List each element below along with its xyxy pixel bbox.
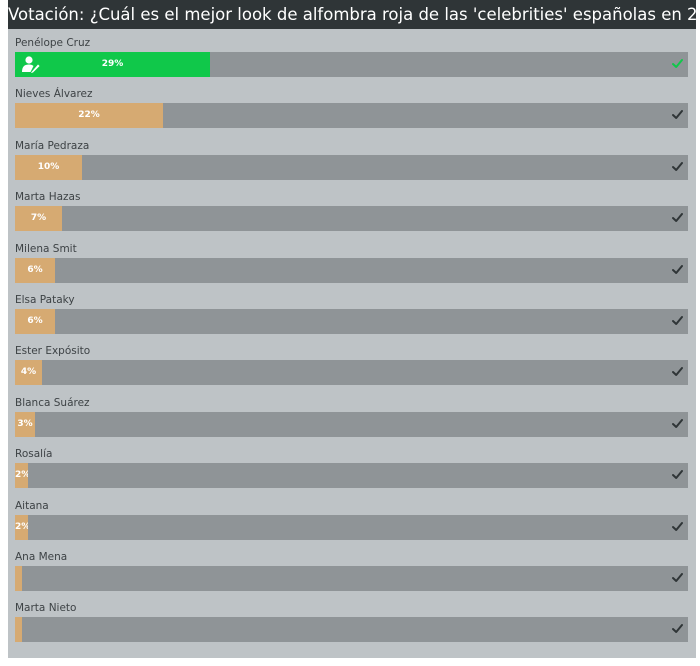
- vote-percentage: 10%: [37, 161, 60, 172]
- vote-bar-fill: 6%: [15, 309, 55, 334]
- vote-bar-track: 29%: [15, 52, 688, 77]
- option-label: Rosalía: [15, 448, 53, 461]
- user-voted-icon: [22, 56, 40, 73]
- vote-bar-fill: 2%: [15, 463, 28, 489]
- check-icon[interactable]: [672, 366, 683, 377]
- poll-option[interactable]: Rosalía 2%: [15, 444, 688, 489]
- poll-option[interactable]: Blanca Suárez 3%: [15, 393, 688, 437]
- check-icon[interactable]: [672, 418, 683, 429]
- vote-percentage: 2%: [15, 470, 28, 481]
- vote-bar-fill: 4%: [15, 360, 42, 386]
- poll-title: Votación: ¿Cuál es el mejor look de alfo…: [8, 0, 696, 29]
- vote-bar-fill: 10%: [15, 154, 82, 180]
- vote-percentage: 6%: [27, 316, 43, 326]
- vote-bar-track: 22%: [15, 103, 688, 129]
- vote-bar-fill: [15, 617, 22, 643]
- poll-option[interactable]: Elsa Pataky 6%: [15, 290, 688, 334]
- vote-bar-track: [15, 566, 688, 591]
- option-label: Nieves Álvarez: [15, 88, 93, 101]
- option-label: Ana Mena: [15, 551, 68, 563]
- option-label: Milena Smit: [15, 242, 77, 255]
- vote-percentage: 7%: [30, 213, 47, 224]
- vote-bar-track: 2%: [15, 514, 688, 540]
- check-icon[interactable]: [672, 109, 683, 120]
- vote-bar-fill: 2%: [15, 514, 28, 540]
- check-icon[interactable]: [672, 572, 683, 583]
- poll-option[interactable]: María Pedraza 10%: [15, 136, 688, 180]
- option-label: Ester Expósito: [15, 345, 91, 358]
- vote-bar-track: 2%: [15, 463, 688, 489]
- poll-option[interactable]: Nieves Álvarez 22%: [15, 84, 688, 129]
- vote-bar-fill: 6%: [15, 257, 55, 283]
- vote-bar-track: [15, 617, 688, 643]
- option-label: Blanca Suárez: [15, 396, 90, 409]
- poll-option[interactable]: Ana Mena: [15, 547, 688, 591]
- vote-percentage: 6%: [27, 264, 43, 275]
- poll-widget: Votación: ¿Cuál es el mejor look de alfo…: [8, 0, 696, 658]
- option-label: Elsa Pataky: [15, 294, 75, 306]
- vote-bar-track: 3%: [15, 411, 688, 437]
- check-icon[interactable]: [672, 315, 683, 326]
- check-icon[interactable]: [672, 521, 683, 532]
- vote-bar-track: 10%: [15, 154, 688, 180]
- check-icon[interactable]: [672, 212, 683, 223]
- vote-bar-fill: 22%: [15, 103, 163, 129]
- poll-option[interactable]: Marta Hazas 7%: [15, 187, 688, 232]
- vote-bar-fill: [15, 566, 22, 591]
- vote-percentage: 29%: [101, 59, 124, 69]
- check-icon[interactable]: [672, 161, 683, 172]
- vote-bar-fill: 29%: [15, 52, 210, 77]
- vote-percentage: 3%: [17, 418, 33, 429]
- option-label: Marta Nieto: [15, 602, 77, 615]
- vote-percentage: 22%: [78, 110, 100, 121]
- poll-option[interactable]: Milena Smit 6%: [15, 239, 688, 283]
- option-label: Aitana: [15, 499, 49, 512]
- option-label: Marta Hazas: [15, 191, 81, 204]
- vote-bar-track: 4%: [15, 360, 688, 386]
- poll-option[interactable]: Aitana 2%: [15, 496, 688, 540]
- vote-percentage: 4%: [20, 367, 37, 378]
- option-label: María Pedraza: [15, 139, 90, 152]
- vote-percentage: 2%: [15, 521, 28, 532]
- vote-bar-track: 7%: [15, 206, 688, 232]
- vote-bar-fill: 7%: [15, 206, 62, 232]
- vote-bar-fill: 3%: [15, 411, 35, 437]
- check-icon[interactable]: [672, 623, 683, 634]
- poll-option[interactable]: Ester Expósito 4%: [15, 341, 688, 386]
- poll-option[interactable]: Penélope Cruz 29%: [15, 33, 688, 77]
- vote-bar-track: 6%: [15, 257, 688, 283]
- check-icon[interactable]: [672, 469, 683, 480]
- check-icon[interactable]: [672, 58, 683, 69]
- check-icon[interactable]: [672, 264, 683, 275]
- poll-option[interactable]: Marta Nieto: [15, 598, 688, 643]
- vote-bar-track: 6%: [15, 309, 688, 334]
- option-label: Penélope Cruz: [15, 37, 91, 49]
